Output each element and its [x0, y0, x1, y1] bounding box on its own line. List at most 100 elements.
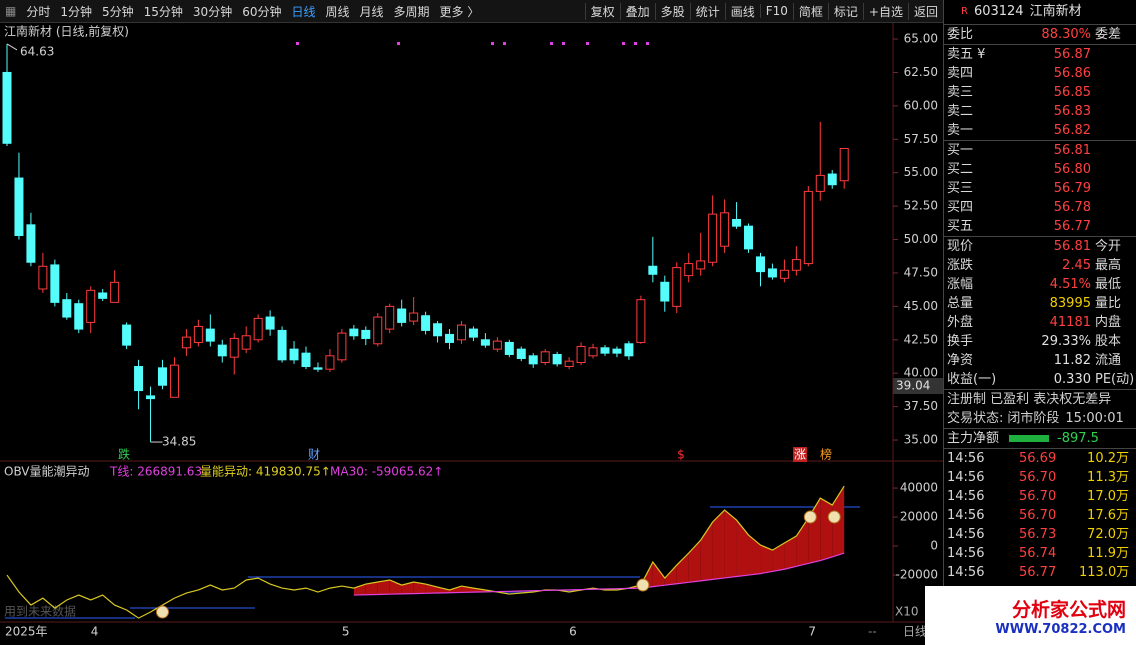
- candle-body: [767, 268, 777, 278]
- status-row: 交易状态: 闭市阶段 15:00:01: [944, 409, 1136, 428]
- grid-icon[interactable]: ▦: [5, 4, 17, 18]
- candle-body: [289, 348, 299, 361]
- money-bag: [827, 510, 841, 524]
- ask-row: 卖四 56.86: [944, 64, 1136, 83]
- candle-body: [169, 364, 179, 398]
- label: 14:56: [947, 508, 985, 523]
- period-tab[interactable]: 周线: [325, 4, 350, 19]
- label: 14:56: [947, 489, 985, 504]
- candle-body: [229, 337, 239, 358]
- obv-fill: [664, 565, 677, 586]
- tool-button[interactable]: 简框: [792, 2, 828, 20]
- tool-button[interactable]: 统计: [689, 2, 725, 20]
- tags: 注册制 已盈利 表决权无差异: [947, 392, 1112, 407]
- value: 56.70: [1019, 489, 1057, 504]
- ask-row: 卖一 56.82: [944, 121, 1136, 140]
- tool-button[interactable]: F10: [759, 4, 793, 18]
- candle-body: [157, 367, 167, 386]
- candle-body: [217, 344, 227, 357]
- candle-body: [26, 224, 36, 263]
- value: 56.70: [1019, 508, 1057, 523]
- period-tab[interactable]: 多周期: [393, 4, 430, 19]
- future-data-note: 用到未来数据: [4, 604, 76, 619]
- period-tab[interactable]: 月线: [359, 4, 384, 19]
- label: 净资: [947, 353, 974, 368]
- label: 卖二: [947, 104, 974, 119]
- obv-fill: [784, 536, 797, 570]
- obv-fill: [413, 582, 426, 594]
- candle-body: [696, 260, 706, 270]
- event-marker: $: [677, 448, 685, 462]
- candle-body: [38, 265, 48, 290]
- candle-body: [600, 347, 610, 354]
- cursor-price: 39.04: [896, 379, 930, 393]
- tool-button[interactable]: 画线: [724, 2, 760, 20]
- candle-body: [445, 333, 455, 343]
- obv-fill: [748, 535, 761, 576]
- indicator-legend: T线: 266891.63: [109, 465, 202, 479]
- candle-body: [313, 367, 323, 370]
- period-tab[interactable]: 分时: [26, 4, 51, 19]
- candle-body: [325, 355, 335, 370]
- tool-button[interactable]: 返回: [907, 2, 943, 20]
- label: 量比: [1095, 296, 1122, 311]
- value: 56.77: [1019, 565, 1057, 580]
- candle-body: [648, 265, 658, 275]
- y-tick-label: 0: [930, 539, 938, 553]
- stat-row: 现价 56.81 今开: [944, 237, 1136, 256]
- obv-fill: [700, 521, 713, 581]
- stat-row: 净资 11.82 流通: [944, 351, 1136, 370]
- wei-row: 委比 88.30% 委差: [944, 24, 1136, 44]
- flow-bar: [1009, 435, 1049, 442]
- period-tab[interactable]: 1分钟: [60, 4, 92, 19]
- candle-body: [540, 351, 550, 364]
- label: 买二: [947, 162, 974, 177]
- ask-row: 卖二 56.83: [944, 102, 1136, 121]
- y-tick-label: 47.50: [904, 265, 938, 279]
- stock-code: 603124: [973, 4, 1024, 19]
- tool-button[interactable]: 复权: [584, 2, 620, 20]
- tool-button[interactable]: 多股: [654, 2, 690, 20]
- y-tick-label: 55.00: [904, 165, 938, 179]
- period-tab[interactable]: 30分钟: [192, 4, 233, 19]
- period-tab[interactable]: 更多 〉: [439, 4, 480, 19]
- candle-body: [708, 213, 718, 263]
- period-tab[interactable]: 日线: [291, 4, 316, 19]
- candle-body: [433, 323, 443, 337]
- period-tab[interactable]: 5分钟: [102, 4, 134, 19]
- value: 56.83: [1053, 104, 1091, 119]
- value: 56.73: [1019, 527, 1057, 542]
- period-tab[interactable]: 15分钟: [143, 4, 183, 19]
- logo-name: 分析家公式网: [1011, 598, 1126, 621]
- candle-body: [516, 348, 526, 359]
- x-tick-label: 5: [342, 625, 350, 639]
- period-tab[interactable]: 60分钟: [242, 4, 282, 19]
- cursor-price-box: [893, 378, 943, 395]
- candle-body: [839, 148, 849, 182]
- trade-row: 14:56 56.73 72.0万: [944, 525, 1136, 544]
- tool-button[interactable]: +自选: [862, 2, 908, 20]
- candle-body: [265, 316, 275, 330]
- label: 最高: [1095, 258, 1122, 273]
- chart-area: 江南新材 (日线,前复权) OBV量能潮异动 用到未来数据 -- 日线 X10 …: [0, 22, 943, 639]
- obv-fill: [736, 520, 749, 577]
- tool-button[interactable]: 叠加: [619, 2, 655, 20]
- high-pointer: [6, 43, 18, 51]
- high-label: 64.63: [20, 44, 54, 58]
- candle-body: [146, 395, 156, 400]
- value: 56.81: [1053, 143, 1091, 158]
- trade-row: 14:56 56.70 11.3万: [944, 468, 1136, 487]
- tool-button[interactable]: 标记: [827, 2, 863, 20]
- label: 现价: [947, 239, 974, 254]
- period-tabs: ▦ 分时 1分钟 5分钟 15分钟 30分钟 60分钟 日线 周线 月线 多周期 更多 〉: [0, 0, 484, 22]
- bid-list: 买一 56.81 买二 56.80 买三 56.79 买四 56.78 买五 56.77: [944, 140, 1136, 236]
- candle-body: [624, 343, 634, 357]
- label: PE(动): [1095, 372, 1135, 387]
- candle-body: [480, 339, 490, 346]
- value: 56.81: [1053, 239, 1091, 254]
- trade-row: 14:56 56.74 11.9万: [944, 544, 1136, 563]
- money-bag: [803, 510, 817, 524]
- value: 88.30%: [1041, 27, 1091, 42]
- label: 14:56: [947, 527, 985, 542]
- candle-body: [361, 329, 371, 339]
